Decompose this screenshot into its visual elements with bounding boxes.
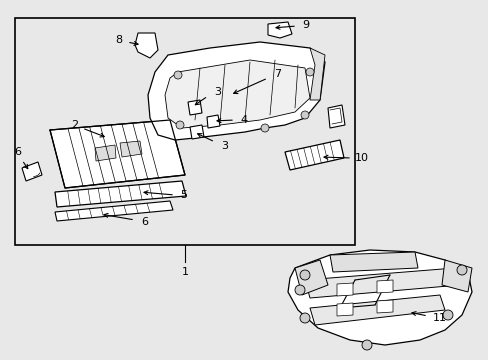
- Text: 6: 6: [141, 217, 148, 227]
- Circle shape: [193, 129, 200, 135]
- Polygon shape: [336, 283, 352, 296]
- Text: 4: 4: [240, 115, 247, 125]
- Polygon shape: [120, 141, 142, 157]
- Circle shape: [299, 270, 309, 280]
- Bar: [15, 18, 354, 245]
- Polygon shape: [294, 260, 327, 295]
- Polygon shape: [206, 115, 220, 128]
- Circle shape: [301, 111, 308, 119]
- Text: 6: 6: [15, 147, 21, 157]
- Text: 9: 9: [302, 20, 309, 30]
- Circle shape: [261, 124, 268, 132]
- Text: 1: 1: [181, 267, 188, 277]
- Polygon shape: [336, 303, 352, 316]
- Circle shape: [191, 104, 198, 112]
- Polygon shape: [190, 125, 203, 139]
- Polygon shape: [329, 252, 417, 272]
- Circle shape: [305, 68, 313, 76]
- Polygon shape: [285, 140, 343, 170]
- Text: 3: 3: [214, 87, 221, 97]
- Polygon shape: [164, 60, 309, 128]
- Polygon shape: [55, 181, 185, 207]
- Circle shape: [442, 310, 452, 320]
- Circle shape: [299, 313, 309, 323]
- Text: 7: 7: [274, 69, 281, 79]
- Polygon shape: [187, 100, 202, 115]
- Polygon shape: [327, 105, 345, 128]
- Polygon shape: [309, 295, 444, 325]
- Text: 5: 5: [180, 190, 187, 200]
- Text: 2: 2: [71, 120, 79, 130]
- Polygon shape: [148, 42, 325, 140]
- Polygon shape: [441, 260, 471, 292]
- Polygon shape: [50, 120, 184, 188]
- Circle shape: [361, 340, 371, 350]
- Polygon shape: [55, 201, 173, 221]
- Polygon shape: [287, 250, 471, 345]
- Circle shape: [294, 285, 305, 295]
- Text: 3: 3: [221, 141, 228, 151]
- Circle shape: [174, 71, 182, 79]
- Circle shape: [456, 265, 466, 275]
- Circle shape: [210, 119, 217, 125]
- Polygon shape: [376, 300, 392, 313]
- Polygon shape: [135, 33, 158, 58]
- Text: 10: 10: [354, 153, 368, 163]
- Polygon shape: [305, 268, 459, 298]
- Polygon shape: [376, 280, 392, 293]
- Text: 11: 11: [432, 313, 446, 323]
- Circle shape: [176, 121, 183, 129]
- Polygon shape: [22, 162, 42, 181]
- Text: 8: 8: [115, 35, 122, 45]
- Polygon shape: [95, 145, 116, 161]
- Polygon shape: [309, 48, 325, 100]
- Polygon shape: [267, 22, 291, 38]
